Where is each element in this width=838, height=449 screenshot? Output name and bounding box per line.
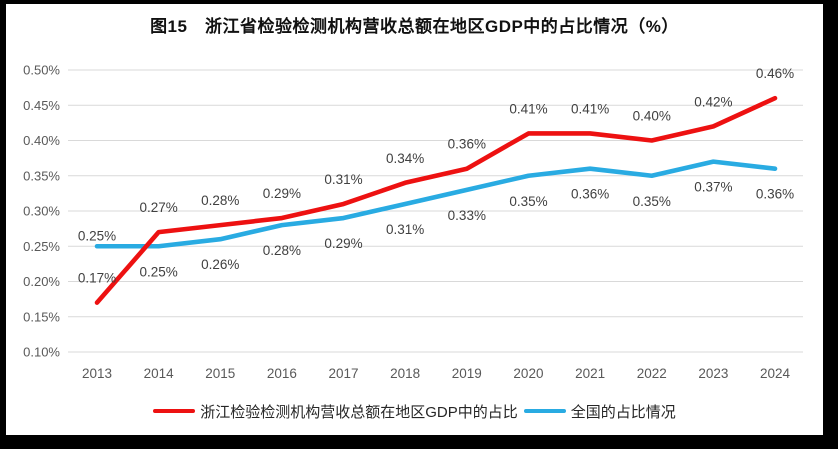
data-label-national: 0.31% [386,222,424,237]
legend-item-national: 全国的占比情况 [523,401,676,422]
x-axis-tick-label: 2022 [637,366,667,381]
x-axis-tick-label: 2021 [575,366,605,381]
series-line-national [94,159,778,249]
data-label-zhejiang: 0.41% [571,101,609,116]
data-label-zhejiang: 0.42% [694,94,732,109]
y-axis-tick-label: 0.10% [23,345,60,360]
x-axis-tick-label: 2020 [513,366,543,381]
data-label-national: 0.26% [201,257,239,272]
data-label-zhejiang: 0.46% [756,66,794,81]
data-label-national: 0.25% [139,264,177,279]
data-label-national: 0.28% [263,243,301,258]
y-axis-tick-label: 0.30% [23,204,60,219]
data-label-zhejiang: 0.29% [263,186,301,201]
x-axis-tick-label: 2015 [205,366,235,381]
x-axis-tick-label: 2023 [698,366,728,381]
data-label-zhejiang: 0.41% [509,101,547,116]
x-axis-tick-label: 2013 [82,366,112,381]
data-label-zhejiang: 0.31% [324,172,362,187]
data-label-national: 0.36% [756,187,794,202]
data-label-national: 0.29% [324,236,362,251]
y-axis-tick-label: 0.45% [23,98,60,113]
y-axis-tick-label: 0.25% [23,239,60,254]
x-axis-tick-label: 2016 [267,366,297,381]
legend: 浙江检验检测机构营收总额在地区GDP中的占比 全国的占比情况 [6,399,823,423]
data-label-zhejiang: 0.40% [633,109,671,124]
legend-label-national: 全国的占比情况 [570,403,676,421]
data-label-national: 0.33% [448,208,486,223]
legend-item-zhejiang: 浙江检验检测机构营收总额在地区GDP中的占比 [153,401,518,422]
x-axis-tick-label: 2019 [452,366,482,381]
y-axis-tick-label: 0.35% [23,168,60,183]
data-label-zhejiang: 0.17% [78,271,116,286]
data-label-national: 0.37% [694,180,732,195]
y-axis-tick-label: 0.50% [23,63,60,78]
legend-line-national-swatch [523,408,566,414]
x-axis-tick-label: 2018 [390,366,420,381]
line-chart-svg: 0.50% 0.45% 0.40% 0.35% 0.30% 0.25% 0.20% 0.15%… [23,63,803,381]
data-label-zhejiang: 0.28% [201,193,239,208]
x-axis-tick-label: 2017 [329,366,359,381]
y-axis-tick-label: 0.15% [23,309,60,324]
y-axis-tick-label: 0.40% [23,133,60,148]
data-label-zhejiang: 0.34% [386,151,424,166]
data-label-zhejiang: 0.27% [139,200,177,215]
data-label-zhejiang: 0.36% [448,137,486,152]
data-label-national: 0.35% [509,194,547,209]
x-axis-tick-label: 2014 [144,366,175,381]
x-axis-tick-label: 2024 [760,366,791,381]
data-label-national: 0.36% [571,187,609,202]
data-label-national: 0.25% [78,228,116,243]
legend-line-zhejiang-swatch [153,408,196,414]
legend-label-zhejiang: 浙江检验检测机构营收总额在地区GDP中的占比 [200,403,518,421]
y-axis-tick-label: 0.20% [23,274,60,289]
chart-title: 图15 浙江省检验检测机构营收总额在地区GDP中的占比情况（%） [150,17,679,36]
data-label-national: 0.35% [633,194,671,209]
series-line-zhejiang [94,95,778,305]
